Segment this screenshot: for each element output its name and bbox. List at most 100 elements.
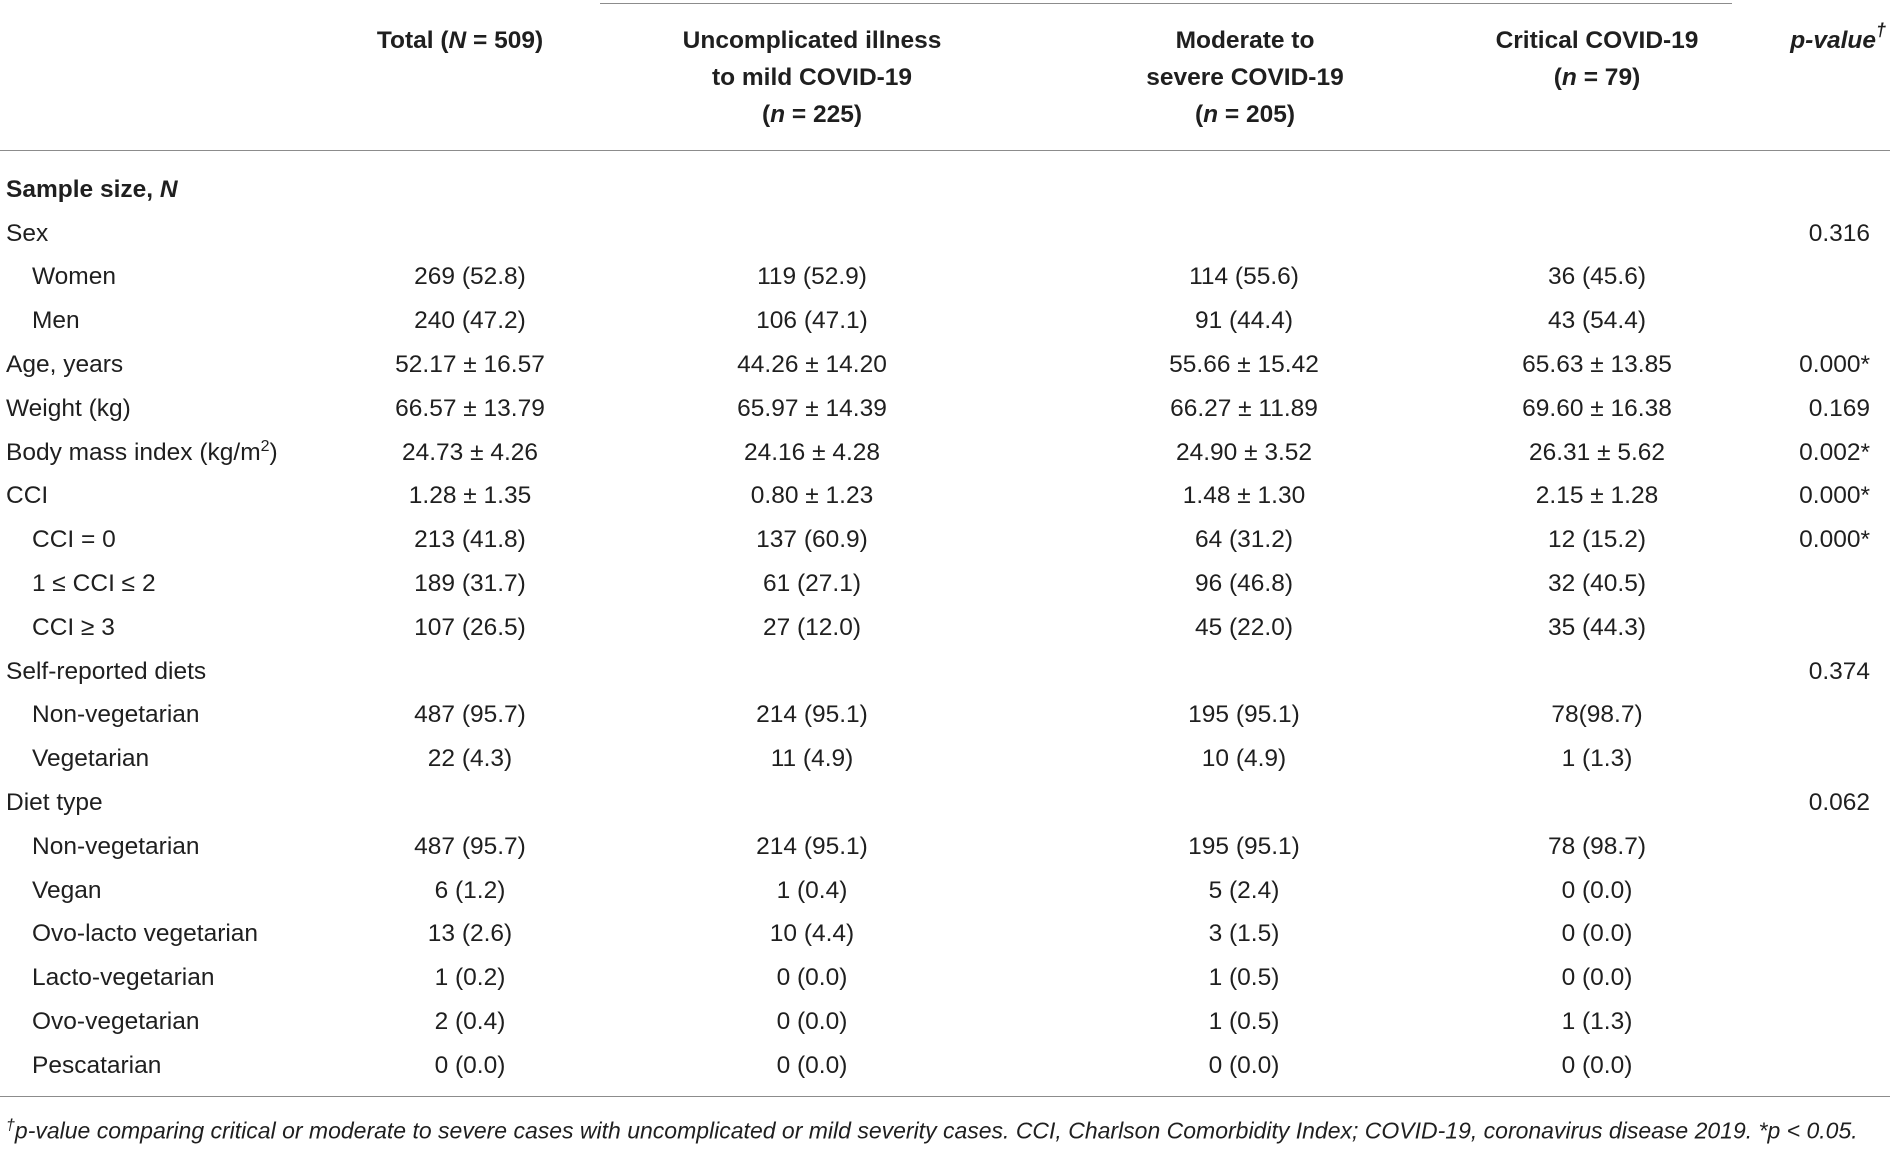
row-label: CCI ≥ 3 bbox=[32, 613, 115, 641]
cell-total: 107 (26.5) bbox=[414, 613, 526, 641]
cell-mild: 0 (0.0) bbox=[776, 1051, 848, 1079]
cell-mild: 214 (95.1) bbox=[756, 701, 868, 729]
cell-total: 66.57 ± 13.79 bbox=[395, 394, 545, 422]
cell-total: 487 (95.7) bbox=[414, 701, 526, 729]
cell-critical bbox=[1484, 781, 1710, 825]
cell-moderate: 64 (31.2) bbox=[1194, 526, 1294, 554]
cell-mild: 119 (52.9) bbox=[757, 263, 867, 291]
cell-mild: 61 (27.1) bbox=[762, 570, 862, 598]
cell-p-value: 0.000* bbox=[1799, 351, 1870, 379]
cell-total: 487 (95.7) bbox=[414, 832, 526, 860]
row-label: CCI bbox=[6, 482, 49, 510]
cell-moderate bbox=[1004, 650, 1484, 694]
cell-total: 189 (31.7) bbox=[414, 570, 526, 598]
row-label: Weight (kg) bbox=[6, 394, 131, 422]
cell-moderate: 55.66 ± 15.42 bbox=[1169, 351, 1319, 379]
row-label: Vegetarian bbox=[32, 745, 150, 773]
cell-critical: 69.60 ± 16.38 bbox=[1522, 394, 1672, 422]
cell-moderate bbox=[1004, 212, 1484, 256]
table-row: CCI = 0 213 (41.8) 137 (60.9) 64 (31.2) 12 (… bbox=[0, 518, 1890, 562]
row-label: 1 ≤ CCI ≤ 2 bbox=[32, 570, 156, 598]
cell-mild: 1 (0.4) bbox=[776, 876, 848, 904]
cell-p-value bbox=[1710, 825, 1890, 869]
table-row: CCI 1.28 ± 1.35 0.80 ± 1.23 1.48 ± 1.30 2.15… bbox=[0, 475, 1890, 519]
cell-critical: 1 (1.3) bbox=[1561, 745, 1633, 773]
row-label: Non-vegetarian bbox=[32, 832, 200, 860]
cell-total: 213 (41.8) bbox=[414, 526, 526, 554]
table-row: Weight (kg) 66.57 ± 13.79 65.97 ± 14.39 66.… bbox=[0, 387, 1890, 431]
cell-p-value bbox=[1710, 1000, 1890, 1044]
cell-moderate bbox=[1004, 168, 1484, 212]
cell-moderate: 91 (44.4) bbox=[1194, 307, 1294, 335]
table-row: Diet type 0.062 bbox=[0, 781, 1890, 825]
table-row: Ovo-vegetarian 2 (0.4) 0 (0.0) 1 (0.5) 1 (1.… bbox=[0, 1000, 1890, 1044]
header-total: Total (N = 509) bbox=[376, 27, 544, 54]
cell-mild bbox=[620, 650, 1004, 694]
cell-mild: 137 (60.9) bbox=[756, 526, 868, 554]
cell-critical: 1 (1.3) bbox=[1561, 1008, 1633, 1036]
cell-critical: 43 (54.4) bbox=[1547, 307, 1647, 335]
cell-critical bbox=[1484, 168, 1710, 212]
table-row: Vegan 6 (1.2) 1 (0.4) 5 (2.4) 0 (0.0) bbox=[0, 869, 1890, 913]
cell-moderate: 5 (2.4) bbox=[1208, 876, 1280, 904]
row-label: Diet type bbox=[6, 789, 103, 817]
cell-p-value bbox=[1710, 737, 1890, 781]
cell-total: 269 (52.8) bbox=[414, 263, 526, 291]
cell-moderate: 1 (0.5) bbox=[1208, 1008, 1280, 1036]
cell-p-value bbox=[1710, 913, 1890, 957]
cell-total: 1.28 ± 1.35 bbox=[408, 482, 532, 510]
cell-moderate: 195 (95.1) bbox=[1188, 701, 1300, 729]
table-row: CCI ≥ 3 107 (26.5) 27 (12.0) 45 (22.0) 35 (4… bbox=[0, 606, 1890, 650]
cell-total: 2 (0.4) bbox=[434, 1008, 506, 1036]
cell-mild: 65.97 ± 14.39 bbox=[737, 394, 887, 422]
cell-p-value: 0.000* bbox=[1799, 482, 1870, 510]
cell-total bbox=[320, 781, 620, 825]
cell-moderate: 195 (95.1) bbox=[1188, 832, 1300, 860]
cell-critical: 78(98.7) bbox=[1551, 701, 1643, 729]
header-uncomplicated-mild: Uncomplicated illness to mild COVID-19 (… bbox=[682, 27, 942, 128]
row-label: Pescatarian bbox=[32, 1051, 162, 1079]
cell-critical: 0 (0.0) bbox=[1561, 964, 1633, 992]
header-divider bbox=[0, 150, 1890, 151]
cell-p-value: 0.062 bbox=[1808, 789, 1870, 817]
cell-p-value bbox=[1710, 299, 1890, 343]
cell-p-value bbox=[1710, 606, 1890, 650]
row-label: Lacto-vegetarian bbox=[32, 964, 215, 992]
cell-total: 22 (4.3) bbox=[427, 745, 513, 773]
header-p-value: p-value † bbox=[1790, 20, 1886, 54]
cell-critical: 32 (40.5) bbox=[1547, 570, 1647, 598]
cell-mild: 10 (4.4) bbox=[769, 920, 855, 948]
cell-moderate: 114 (55.6) bbox=[1189, 263, 1299, 291]
cell-mild bbox=[620, 168, 1004, 212]
cell-total: 24.73 ± 4.26 bbox=[401, 438, 539, 466]
cell-p-value bbox=[1710, 694, 1890, 738]
table-row: Age, years 52.17 ± 16.57 44.26 ± 14.20 55.6… bbox=[0, 343, 1890, 387]
table-row: Non-vegetarian 487 (95.7) 214 (95.1) 195 (9… bbox=[0, 825, 1890, 869]
table-row: Non-vegetarian 487 (95.7) 214 (95.1) 195 (9… bbox=[0, 694, 1890, 738]
cell-mild: 24.16 ± 4.28 bbox=[743, 438, 881, 466]
cell-critical: 2.15 ± 1.28 bbox=[1535, 482, 1659, 510]
cell-moderate: 45 (22.0) bbox=[1194, 613, 1294, 641]
cell-p-value bbox=[1710, 1044, 1890, 1088]
row-label: Vegan bbox=[32, 876, 102, 904]
cell-p-value bbox=[1710, 956, 1890, 1000]
cell-total bbox=[320, 650, 620, 694]
cell-critical: 78 (98.7) bbox=[1547, 832, 1647, 860]
cell-p-value bbox=[1710, 168, 1890, 212]
row-label: Women bbox=[32, 263, 116, 291]
cell-p-value: 0.002* bbox=[1799, 438, 1870, 466]
row-label: Ovo-vegetarian bbox=[32, 1008, 200, 1036]
cell-critical: 26.31 ± 5.62 bbox=[1528, 438, 1666, 466]
cell-mild: 106 (47.1) bbox=[756, 307, 868, 335]
table-row: Self-reported diets 0.374 bbox=[0, 650, 1890, 694]
table-row: Lacto-vegetarian 1 (0.2) 0 (0.0) 1 (0.5) 0 (… bbox=[0, 956, 1890, 1000]
cell-moderate: 66.27 ± 11.89 bbox=[1170, 394, 1318, 422]
cell-p-value bbox=[1710, 869, 1890, 913]
cell-p-value: 0.374 bbox=[1808, 657, 1870, 685]
table-bottom-rule bbox=[0, 1096, 1890, 1097]
row-label: Sex bbox=[6, 219, 49, 247]
cell-total bbox=[320, 212, 620, 256]
cell-mild: 44.26 ± 14.20 bbox=[737, 351, 887, 379]
cell-moderate: 96 (46.8) bbox=[1194, 570, 1294, 598]
cell-mild: 11 (4.9) bbox=[770, 745, 854, 773]
